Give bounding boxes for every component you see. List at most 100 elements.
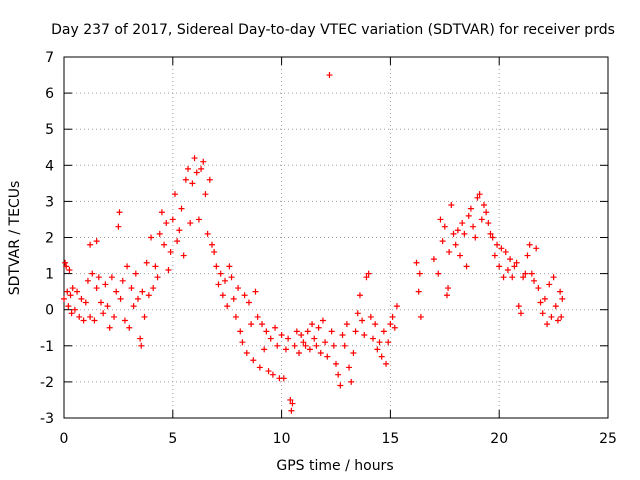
data-point bbox=[293, 328, 300, 335]
data-point bbox=[198, 165, 205, 172]
data-point bbox=[104, 303, 111, 310]
data-point bbox=[102, 281, 109, 288]
data-point bbox=[378, 353, 385, 360]
data-point bbox=[215, 281, 222, 288]
data-point bbox=[457, 252, 464, 259]
data-point bbox=[544, 321, 551, 328]
data-point bbox=[554, 317, 561, 324]
data-point bbox=[248, 321, 255, 328]
data-point bbox=[241, 292, 248, 299]
data-point bbox=[239, 339, 246, 346]
data-point bbox=[491, 252, 498, 259]
data-point bbox=[165, 266, 172, 273]
data-point bbox=[317, 350, 324, 357]
data-point bbox=[372, 321, 379, 328]
data-point bbox=[393, 303, 400, 310]
data-point bbox=[291, 342, 298, 349]
data-point bbox=[189, 180, 196, 187]
data-point bbox=[461, 230, 468, 237]
data-point bbox=[182, 176, 189, 183]
data-point bbox=[430, 256, 437, 263]
data-point bbox=[337, 382, 344, 389]
data-point bbox=[200, 158, 207, 165]
data-point bbox=[63, 263, 70, 270]
data-point bbox=[80, 317, 87, 324]
y-tick-label: 1 bbox=[45, 267, 54, 283]
data-point bbox=[502, 248, 509, 255]
data-point bbox=[352, 328, 359, 335]
data-point bbox=[359, 317, 366, 324]
data-point bbox=[524, 252, 531, 259]
data-point bbox=[113, 288, 120, 295]
data-point bbox=[66, 266, 73, 273]
data-point bbox=[178, 205, 185, 212]
data-point bbox=[226, 263, 233, 270]
data-point bbox=[282, 346, 289, 353]
data-point bbox=[450, 230, 457, 237]
data-point bbox=[117, 295, 124, 302]
data-point bbox=[557, 288, 564, 295]
data-point bbox=[335, 371, 342, 378]
data-point bbox=[341, 342, 348, 349]
data-point bbox=[448, 202, 455, 209]
data-point bbox=[389, 313, 396, 320]
x-tick-label: 20 bbox=[490, 431, 508, 447]
data-point bbox=[483, 209, 490, 216]
data-point bbox=[65, 303, 72, 310]
y-tick-label: -1 bbox=[40, 339, 54, 355]
data-point bbox=[272, 324, 279, 331]
data-point bbox=[513, 259, 520, 266]
x-tick-label: 0 bbox=[60, 431, 69, 447]
data-point bbox=[167, 248, 174, 255]
data-point bbox=[265, 368, 272, 375]
data-point bbox=[315, 324, 322, 331]
data-point bbox=[211, 248, 218, 255]
data-point bbox=[139, 288, 146, 295]
data-point bbox=[446, 248, 453, 255]
data-point bbox=[435, 270, 442, 277]
y-tick-label: 3 bbox=[45, 194, 54, 210]
data-point bbox=[309, 321, 316, 328]
data-point bbox=[296, 350, 303, 357]
data-point bbox=[322, 339, 329, 346]
data-point bbox=[213, 263, 220, 270]
data-point bbox=[158, 209, 165, 216]
data-point bbox=[324, 353, 331, 360]
data-point bbox=[311, 335, 318, 342]
data-point bbox=[263, 328, 270, 335]
data-point bbox=[537, 299, 544, 306]
data-point bbox=[274, 342, 281, 349]
data-point bbox=[278, 331, 285, 338]
data-point bbox=[470, 223, 477, 230]
data-point bbox=[84, 277, 91, 284]
data-point bbox=[232, 313, 239, 320]
data-point bbox=[124, 263, 131, 270]
data-point bbox=[193, 169, 200, 176]
x-tick-label: 5 bbox=[168, 431, 177, 447]
data-point bbox=[443, 292, 450, 299]
y-tick-label: 6 bbox=[45, 86, 54, 102]
data-point bbox=[256, 364, 263, 371]
data-point bbox=[385, 339, 392, 346]
data-point bbox=[376, 339, 383, 346]
data-point bbox=[150, 285, 157, 292]
x-axis: 0 5 10 15 20 25 bbox=[60, 57, 617, 447]
data-point bbox=[387, 321, 394, 328]
x-axis-label: GPS time / hours bbox=[276, 458, 393, 474]
data-point bbox=[61, 295, 67, 302]
data-point bbox=[507, 256, 514, 263]
data-point bbox=[187, 220, 194, 227]
data-point bbox=[128, 285, 135, 292]
data-point bbox=[465, 212, 472, 219]
x-tick-label: 10 bbox=[273, 431, 291, 447]
data-point bbox=[206, 176, 213, 183]
data-point bbox=[237, 328, 244, 335]
data-point bbox=[62, 259, 69, 266]
y-tick-label: -3 bbox=[40, 411, 54, 427]
data-point bbox=[496, 263, 503, 270]
data-point bbox=[219, 292, 226, 299]
data-point bbox=[302, 342, 309, 349]
data-point bbox=[487, 230, 494, 237]
data-point bbox=[132, 270, 139, 277]
data-point bbox=[254, 313, 261, 320]
